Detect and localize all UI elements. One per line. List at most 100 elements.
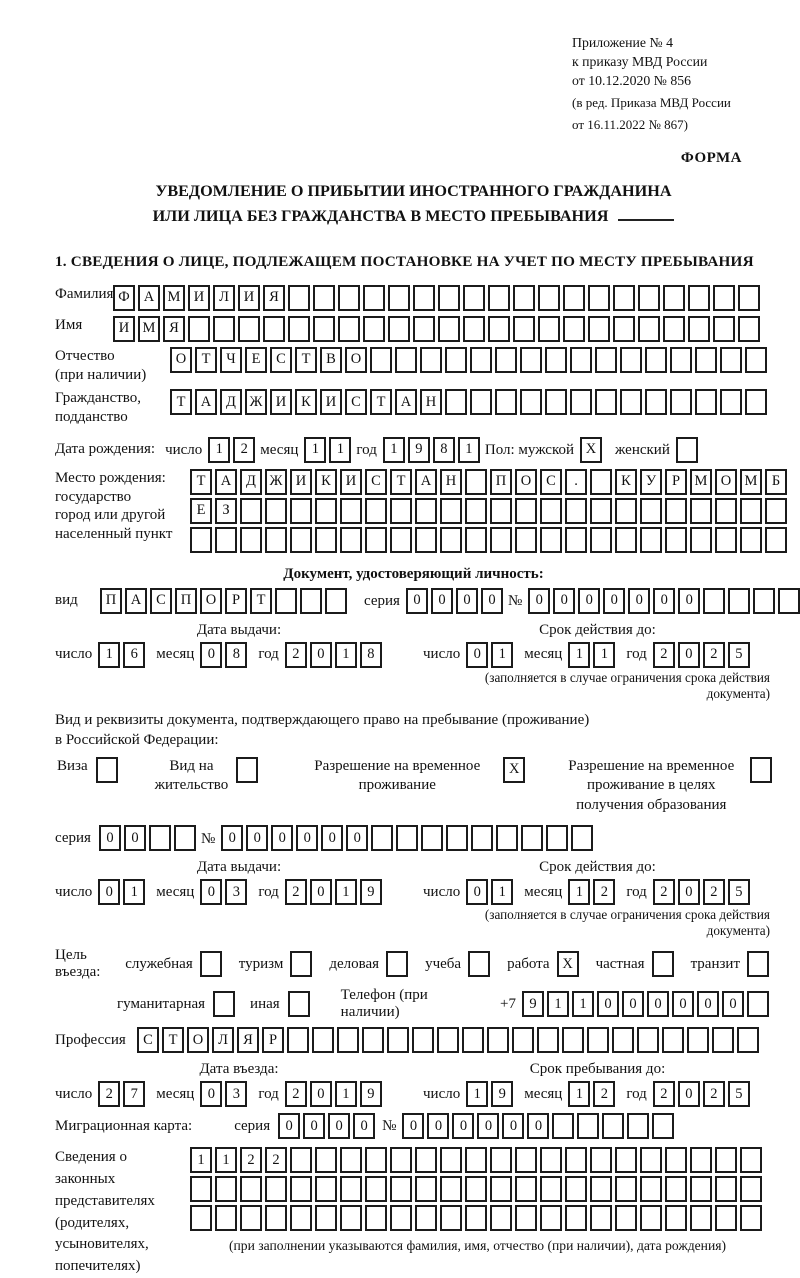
char-cell[interactable]: 2 (284, 879, 307, 906)
char-cell[interactable] (465, 468, 487, 495)
char-cell[interactable] (565, 1205, 587, 1232)
char-cell[interactable] (465, 497, 487, 524)
char-cell[interactable] (570, 389, 592, 416)
char-cell[interactable]: 2 (593, 1081, 616, 1108)
char-cell[interactable] (290, 1176, 312, 1203)
char-cell[interactable] (728, 587, 751, 614)
char-cell[interactable]: 1 (491, 641, 514, 668)
char-cell[interactable]: X (556, 951, 579, 978)
char-cell[interactable] (540, 1147, 562, 1174)
char-cell[interactable] (363, 284, 385, 311)
char-cell[interactable] (312, 1027, 334, 1054)
char-cell[interactable]: 0 (722, 991, 744, 1018)
char-cell[interactable]: 3 (225, 1081, 248, 1108)
char-cell[interactable] (715, 1176, 737, 1203)
char-cell[interactable] (290, 497, 312, 524)
char-cell[interactable]: О (187, 1027, 209, 1054)
char-cell[interactable] (490, 1205, 512, 1232)
char-cell[interactable]: 0 (466, 879, 489, 906)
char-cell[interactable]: И (320, 389, 342, 416)
char-cell[interactable] (590, 1147, 612, 1174)
char-cell[interactable] (440, 1205, 462, 1232)
char-cell[interactable]: Т (295, 346, 317, 373)
char-cell[interactable] (325, 587, 347, 614)
char-cell[interactable] (290, 1205, 312, 1232)
char-cell[interactable] (363, 315, 385, 342)
char-cell[interactable]: И (113, 315, 135, 342)
char-cell[interactable] (471, 825, 494, 852)
char-cell[interactable]: 2 (98, 1081, 121, 1108)
char-cell[interactable] (640, 497, 662, 524)
char-cell[interactable] (651, 951, 674, 978)
char-cell[interactable] (565, 1147, 587, 1174)
char-cell[interactable] (540, 526, 562, 553)
char-cell[interactable] (313, 284, 335, 311)
char-cell[interactable]: 0 (309, 641, 332, 668)
char-cell[interactable] (495, 389, 517, 416)
char-cell[interactable] (415, 526, 437, 553)
char-cell[interactable]: К (295, 389, 317, 416)
char-cell[interactable]: 0 (697, 991, 719, 1018)
char-cell[interactable]: 1 (457, 436, 480, 463)
char-cell[interactable] (588, 315, 610, 342)
char-cell[interactable]: 9 (359, 1081, 382, 1108)
char-cell[interactable]: Т (162, 1027, 184, 1054)
char-cell[interactable]: 9 (407, 436, 430, 463)
char-cell[interactable]: . (565, 468, 587, 495)
char-cell[interactable]: 2 (702, 879, 725, 906)
char-cell[interactable]: Я (263, 284, 285, 311)
char-cell[interactable]: 0 (200, 1081, 223, 1108)
char-cell[interactable]: Н (440, 468, 462, 495)
char-cell[interactable]: 1 (593, 641, 616, 668)
char-cell[interactable] (365, 526, 387, 553)
char-cell[interactable] (765, 526, 787, 553)
char-cell[interactable]: 0 (553, 587, 576, 614)
char-cell[interactable] (313, 315, 335, 342)
char-cell[interactable] (465, 1147, 487, 1174)
char-cell[interactable] (386, 951, 409, 978)
char-cell[interactable] (703, 587, 726, 614)
char-cell[interactable] (338, 315, 360, 342)
char-cell[interactable]: 2 (652, 1081, 675, 1108)
char-cell[interactable] (236, 756, 259, 783)
char-cell[interactable] (290, 951, 313, 978)
char-cell[interactable] (613, 284, 635, 311)
char-cell[interactable]: 2 (233, 436, 256, 463)
char-cell[interactable] (695, 389, 717, 416)
char-cell[interactable] (737, 1027, 759, 1054)
char-cell[interactable] (240, 1176, 262, 1203)
char-cell[interactable] (688, 284, 710, 311)
char-cell[interactable]: И (188, 284, 210, 311)
char-cell[interactable] (640, 1205, 662, 1232)
char-cell[interactable] (640, 526, 662, 553)
char-cell[interactable] (515, 1205, 537, 1232)
char-cell[interactable]: 3 (225, 879, 248, 906)
char-cell[interactable] (415, 1147, 437, 1174)
char-cell[interactable] (740, 1147, 762, 1174)
char-cell[interactable]: Е (245, 346, 267, 373)
char-cell[interactable] (365, 1176, 387, 1203)
char-cell[interactable]: 0 (402, 1113, 425, 1140)
char-cell[interactable]: 2 (593, 879, 616, 906)
char-cell[interactable] (199, 951, 222, 978)
char-cell[interactable]: 0 (405, 587, 428, 614)
char-cell[interactable]: 9 (359, 879, 382, 906)
char-cell[interactable] (421, 825, 444, 852)
char-cell[interactable]: 1 (334, 641, 357, 668)
char-cell[interactable]: 0 (98, 879, 121, 906)
char-cell[interactable] (340, 526, 362, 553)
char-cell[interactable] (590, 526, 612, 553)
char-cell[interactable]: 0 (480, 587, 503, 614)
char-cell[interactable] (663, 315, 685, 342)
char-cell[interactable] (238, 315, 260, 342)
char-cell[interactable] (670, 346, 692, 373)
char-cell[interactable] (745, 346, 767, 373)
char-cell[interactable]: О (200, 587, 222, 614)
char-cell[interactable]: 2 (284, 1081, 307, 1108)
char-cell[interactable] (740, 526, 762, 553)
char-cell[interactable]: 2 (652, 879, 675, 906)
char-cell[interactable]: С (270, 346, 292, 373)
char-cell[interactable] (413, 315, 435, 342)
char-cell[interactable] (496, 825, 519, 852)
char-cell[interactable] (387, 1027, 409, 1054)
